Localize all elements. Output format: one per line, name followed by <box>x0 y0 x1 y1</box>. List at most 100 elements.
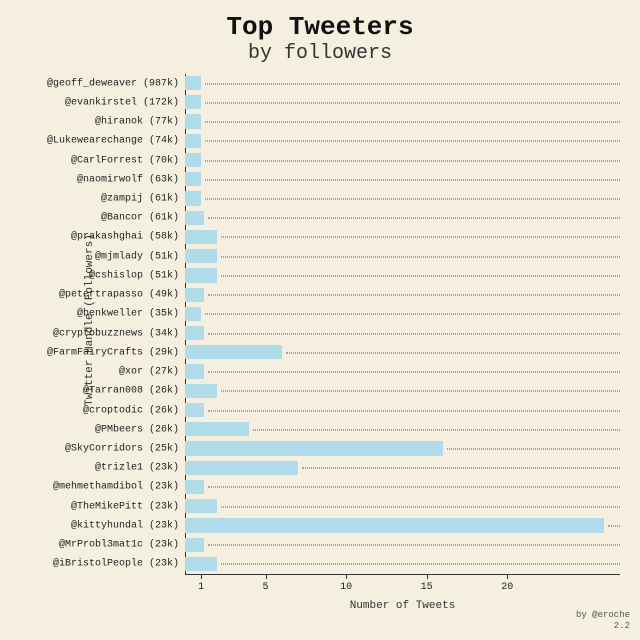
bar-row: @benkweller (35k) <box>185 305 620 324</box>
bar <box>185 364 204 378</box>
credit: by @eroche 2.2 <box>576 610 630 632</box>
x-tick-mark <box>201 574 202 579</box>
bar <box>185 422 249 436</box>
bar <box>185 211 204 225</box>
bar <box>185 134 201 148</box>
bar <box>185 307 201 321</box>
grid-dots <box>286 352 620 353</box>
bar-row: @mehmethamdibol (23k) <box>185 478 620 497</box>
bar <box>185 461 298 475</box>
bar-row: @iBristolPeople (23k) <box>185 555 620 574</box>
row-label: @zampij (61k) <box>101 193 179 204</box>
row-label: @xor (27k) <box>119 367 179 378</box>
x-tick-label: 1 <box>198 582 204 593</box>
grid-dots <box>221 237 620 238</box>
row-label: @kittyhundal (23k) <box>71 520 179 531</box>
bar-row: @petertrapasso (49k) <box>185 286 620 305</box>
bar <box>185 172 201 186</box>
grid-dots <box>205 102 620 103</box>
bar <box>185 114 201 128</box>
bar <box>185 76 201 90</box>
grid-dots <box>205 83 620 84</box>
grid-dots <box>205 160 620 161</box>
bar-row: @Lukewearechange (74k) <box>185 132 620 151</box>
x-axis-label: Number of Tweets <box>185 600 620 612</box>
bar-row: @hiranok (77k) <box>185 112 620 131</box>
x-tick-label: 10 <box>340 582 352 593</box>
row-label: @benkweller (35k) <box>77 309 179 320</box>
row-label: @CarlForrest (70k) <box>71 155 179 166</box>
x-tick-label: 15 <box>421 582 433 593</box>
row-label: @iBristolPeople (23k) <box>53 559 179 570</box>
bar-row: @xor (27k) <box>185 362 620 381</box>
row-label: @mjmlady (51k) <box>95 251 179 262</box>
grid-dots <box>221 391 620 392</box>
bar-row: @cryptobuzznews (34k) <box>185 324 620 343</box>
grid-dots <box>221 275 620 276</box>
grid-dots <box>208 295 620 296</box>
row-label: @TheMikePitt (23k) <box>71 501 179 512</box>
grid-dots <box>208 487 620 488</box>
bar <box>185 95 201 109</box>
bar-row: @naomirwolf (63k) <box>185 170 620 189</box>
row-label: @mehmethamdibol (23k) <box>53 482 179 493</box>
bar-row: @MrProbl3mat1c (23k) <box>185 536 620 555</box>
bar-row: @cshislop (51k) <box>185 266 620 285</box>
row-label: @cryptobuzznews (34k) <box>53 328 179 339</box>
bar <box>185 518 604 532</box>
grid-dots <box>208 410 620 411</box>
grid-dots <box>205 198 620 199</box>
row-label: @trizle1 (23k) <box>95 463 179 474</box>
grid-dots <box>608 525 620 526</box>
row-label: @evankirstel (172k) <box>65 97 179 108</box>
grid-dots <box>208 372 620 373</box>
row-label: @Lukewearechange (74k) <box>47 136 179 147</box>
bar-row: @SkyCorridors (25k) <box>185 439 620 458</box>
bar <box>185 557 217 571</box>
bar-row: @FarmFairyCrafts (29k) <box>185 343 620 362</box>
bar-row: @croptodic (26k) <box>185 401 620 420</box>
chart-title: Top Tweeters <box>226 12 413 42</box>
row-label: @petertrapasso (49k) <box>59 290 179 301</box>
x-tick-mark <box>266 574 267 579</box>
grid-dots <box>253 429 620 430</box>
row-label: @MrProbl3mat1c (23k) <box>59 540 179 551</box>
bar-row: @PMbeers (26k) <box>185 420 620 439</box>
bar-row: @Tarran008 (26k) <box>185 382 620 401</box>
bar <box>185 480 204 494</box>
plot-area: @geoff_deweaver (987k)@evankirstel (172k… <box>185 74 620 574</box>
bar <box>185 403 204 417</box>
bar <box>185 538 204 552</box>
bar <box>185 441 443 455</box>
row-label: @Bancor (61k) <box>101 213 179 224</box>
bar <box>185 191 201 205</box>
row-label: @prakashghai (58k) <box>71 232 179 243</box>
bar-row: @Bancor (61k) <box>185 209 620 228</box>
bar-row: @mjmlady (51k) <box>185 247 620 266</box>
bar-row: @evankirstel (172k) <box>185 93 620 112</box>
grid-dots <box>205 122 620 123</box>
chart-subtitle: by followers <box>248 42 392 65</box>
grid-dots <box>208 218 620 219</box>
row-label: @geoff_deweaver (987k) <box>47 78 179 89</box>
bar <box>185 153 201 167</box>
row-label: @SkyCorridors (25k) <box>65 443 179 454</box>
grid-dots <box>221 506 620 507</box>
row-label: @FarmFairyCrafts (29k) <box>47 347 179 358</box>
x-tick-label: 20 <box>501 582 513 593</box>
grid-dots <box>221 256 620 257</box>
grid-dots <box>205 141 620 142</box>
row-label: @croptodic (26k) <box>83 405 179 416</box>
bar-row: @kittyhundal (23k) <box>185 516 620 535</box>
grid-dots <box>208 545 620 546</box>
row-label: @Tarran008 (26k) <box>83 386 179 397</box>
bar <box>185 288 204 302</box>
bar-row: @geoff_deweaver (987k) <box>185 74 620 93</box>
x-tick-mark <box>507 574 508 579</box>
bar <box>185 345 282 359</box>
grid-dots <box>302 468 620 469</box>
x-tick-label: 5 <box>263 582 269 593</box>
grid-dots <box>205 314 620 315</box>
credit-version: 2.2 <box>576 621 630 632</box>
x-tick-mark <box>427 574 428 579</box>
